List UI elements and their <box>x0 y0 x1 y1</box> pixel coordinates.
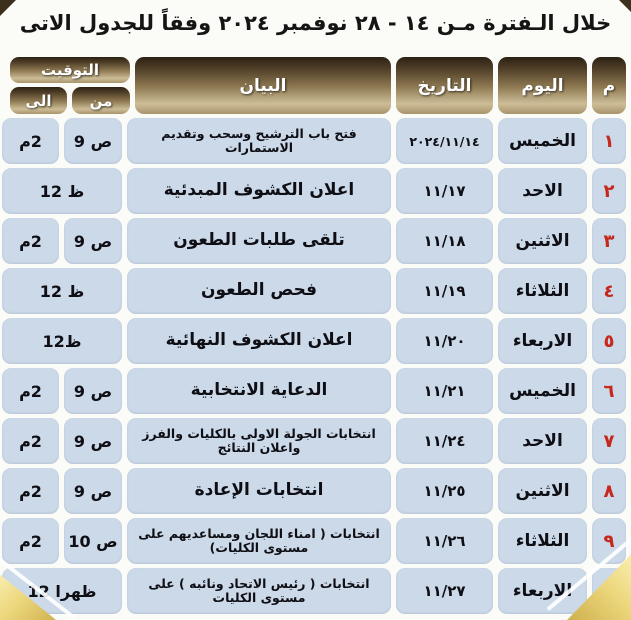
day-cell: الاربعاء <box>498 568 587 614</box>
time-cells: 9 ص م2 <box>2 468 122 514</box>
page-title: خلال الـفترة مـن ١٤ - ٢٨ نوفمبر ٢٠٢٤ وفق… <box>19 11 612 35</box>
statement-cell: انتخابات ( امناء اللجان ومساعديهم على مس… <box>127 518 391 564</box>
statement-cell: اعلان الكشوف النهائية <box>127 318 391 364</box>
table-header-row: م اليوم التاريخ البيان التوقيت من الى <box>5 57 626 114</box>
table-row: ٦ الخميس ١١/٢١ الدعاية الانتخابية 9 ص م2 <box>2 368 626 414</box>
row-number-cell: ٧ <box>592 418 626 464</box>
header-timing-group: التوقيت من الى <box>10 57 130 114</box>
time-to-cell: م2 <box>2 418 59 464</box>
time-cells: 10 ص م2 <box>2 518 122 564</box>
table-row: ٣ الاثنين ١١/١٨ تلقى طلبات الطعون 9 ص م2 <box>2 218 626 264</box>
day-cell: الاحد <box>498 418 587 464</box>
schedule-table: م اليوم التاريخ البيان التوقيت من الى ١ … <box>2 57 626 614</box>
header-num: م <box>592 57 626 114</box>
time-cells: 9 ص م2 <box>2 118 122 164</box>
time-cells: 9 ص م2 <box>2 418 122 464</box>
time-to-cell: م2 <box>2 218 59 264</box>
date-cell: ١١/٢٥ <box>396 468 493 514</box>
time-to-cell: م2 <box>2 518 59 564</box>
time-cells: 12 ظهرا <box>2 568 122 614</box>
table-row: ٤ الثلاثاء ١١/١٩ فحص الطعون 12 ظ <box>2 268 626 314</box>
time-cells: 12 ظ <box>2 168 122 214</box>
statement-cell: انتخابات ( رئيس الاتحاد ونائبه ) على مست… <box>127 568 391 614</box>
time-span-cell: 12ظ <box>2 318 122 364</box>
header-date: التاريخ <box>396 57 493 114</box>
row-number-cell: ٦ <box>592 368 626 414</box>
statement-cell: تلقى طلبات الطعون <box>127 218 391 264</box>
time-to-cell: م2 <box>2 468 59 514</box>
date-cell: ١١/٢٤ <box>396 418 493 464</box>
time-cells: 9 ص م2 <box>2 218 122 264</box>
day-cell: الاحد <box>498 168 587 214</box>
day-cell: الاربعاء <box>498 318 587 364</box>
date-cell: ١١/٢٧ <box>396 568 493 614</box>
table-row: ٩ الثلاثاء ١١/٢٦ انتخابات ( امناء اللجان… <box>2 518 626 564</box>
row-number-cell: ١ <box>592 118 626 164</box>
row-number-cell: ٥ <box>592 318 626 364</box>
date-cell: ٢٠٢٤/١١/١٤ <box>396 118 493 164</box>
table-row: ١٠ الاربعاء ١١/٢٧ انتخابات ( رئيس الاتحا… <box>2 568 626 614</box>
date-cell: ١١/٢٦ <box>396 518 493 564</box>
date-cell: ١١/١٧ <box>396 168 493 214</box>
table-row: ٧ الاحد ١١/٢٤ انتخابات الجولة الاولى بال… <box>2 418 626 464</box>
time-span-cell: 12 ظهرا <box>2 568 122 614</box>
table-row: ٥ الاربعاء ١١/٢٠ اعلان الكشوف النهائية 1… <box>2 318 626 364</box>
row-number-cell: ١٠ <box>592 568 626 614</box>
date-cell: ١١/١٩ <box>396 268 493 314</box>
day-cell: الاثنين <box>498 468 587 514</box>
statement-cell: فتح باب الترشيح وسحب وتقديم الاستمارات <box>127 118 391 164</box>
date-cell: ١١/٢٠ <box>396 318 493 364</box>
time-from-cell: 9 ص <box>64 468 122 514</box>
statement-cell: الدعاية الانتخابية <box>127 368 391 414</box>
time-cells: 12 ظ <box>2 268 122 314</box>
time-from-cell: 9 ص <box>64 218 122 264</box>
header-time-from: من <box>72 87 130 114</box>
statement-cell: انتخابات الجولة الاولى بالكليات والفرز و… <box>127 418 391 464</box>
time-from-cell: 9 ص <box>64 118 122 164</box>
time-cells: 12ظ <box>2 318 122 364</box>
time-span-cell: 12 ظ <box>2 268 122 314</box>
table-row: ٨ الاثنين ١١/٢٥ انتخابات الإعادة 9 ص م2 <box>2 468 626 514</box>
table-row: ١ الخميس ٢٠٢٤/١١/١٤ فتح باب الترشيح وسحب… <box>2 118 626 164</box>
row-number-cell: ٩ <box>592 518 626 564</box>
time-from-cell: 10 ص <box>64 518 122 564</box>
time-to-cell: م2 <box>2 368 59 414</box>
table-body: ١ الخميس ٢٠٢٤/١١/١٤ فتح باب الترشيح وسحب… <box>2 118 626 614</box>
time-span-cell: 12 ظ <box>2 168 122 214</box>
day-cell: الثلاثاء <box>498 268 587 314</box>
row-number-cell: ٣ <box>592 218 626 264</box>
day-cell: الاثنين <box>498 218 587 264</box>
day-cell: الخميس <box>498 118 587 164</box>
time-from-cell: 9 ص <box>64 418 122 464</box>
date-cell: ١١/٢١ <box>396 368 493 414</box>
day-cell: الخميس <box>498 368 587 414</box>
header-statement: البيان <box>135 57 391 114</box>
time-from-cell: 9 ص <box>64 368 122 414</box>
statement-cell: انتخابات الإعادة <box>127 468 391 514</box>
statement-cell: فحص الطعون <box>127 268 391 314</box>
header-timing: التوقيت <box>10 57 130 83</box>
header-day: اليوم <box>498 57 587 114</box>
row-number-cell: ٨ <box>592 468 626 514</box>
time-cells: 9 ص م2 <box>2 368 122 414</box>
row-number-cell: ٢ <box>592 168 626 214</box>
date-cell: ١١/١٨ <box>396 218 493 264</box>
statement-cell: اعلان الكشوف المبدئية <box>127 168 391 214</box>
header-timing-sub-row: من الى <box>10 87 130 114</box>
time-to-cell: م2 <box>2 118 59 164</box>
table-row: ٢ الاحد ١١/١٧ اعلان الكشوف المبدئية 12 ظ <box>2 168 626 214</box>
day-cell: الثلاثاء <box>498 518 587 564</box>
header-time-to: الى <box>10 87 67 114</box>
row-number-cell: ٤ <box>592 268 626 314</box>
